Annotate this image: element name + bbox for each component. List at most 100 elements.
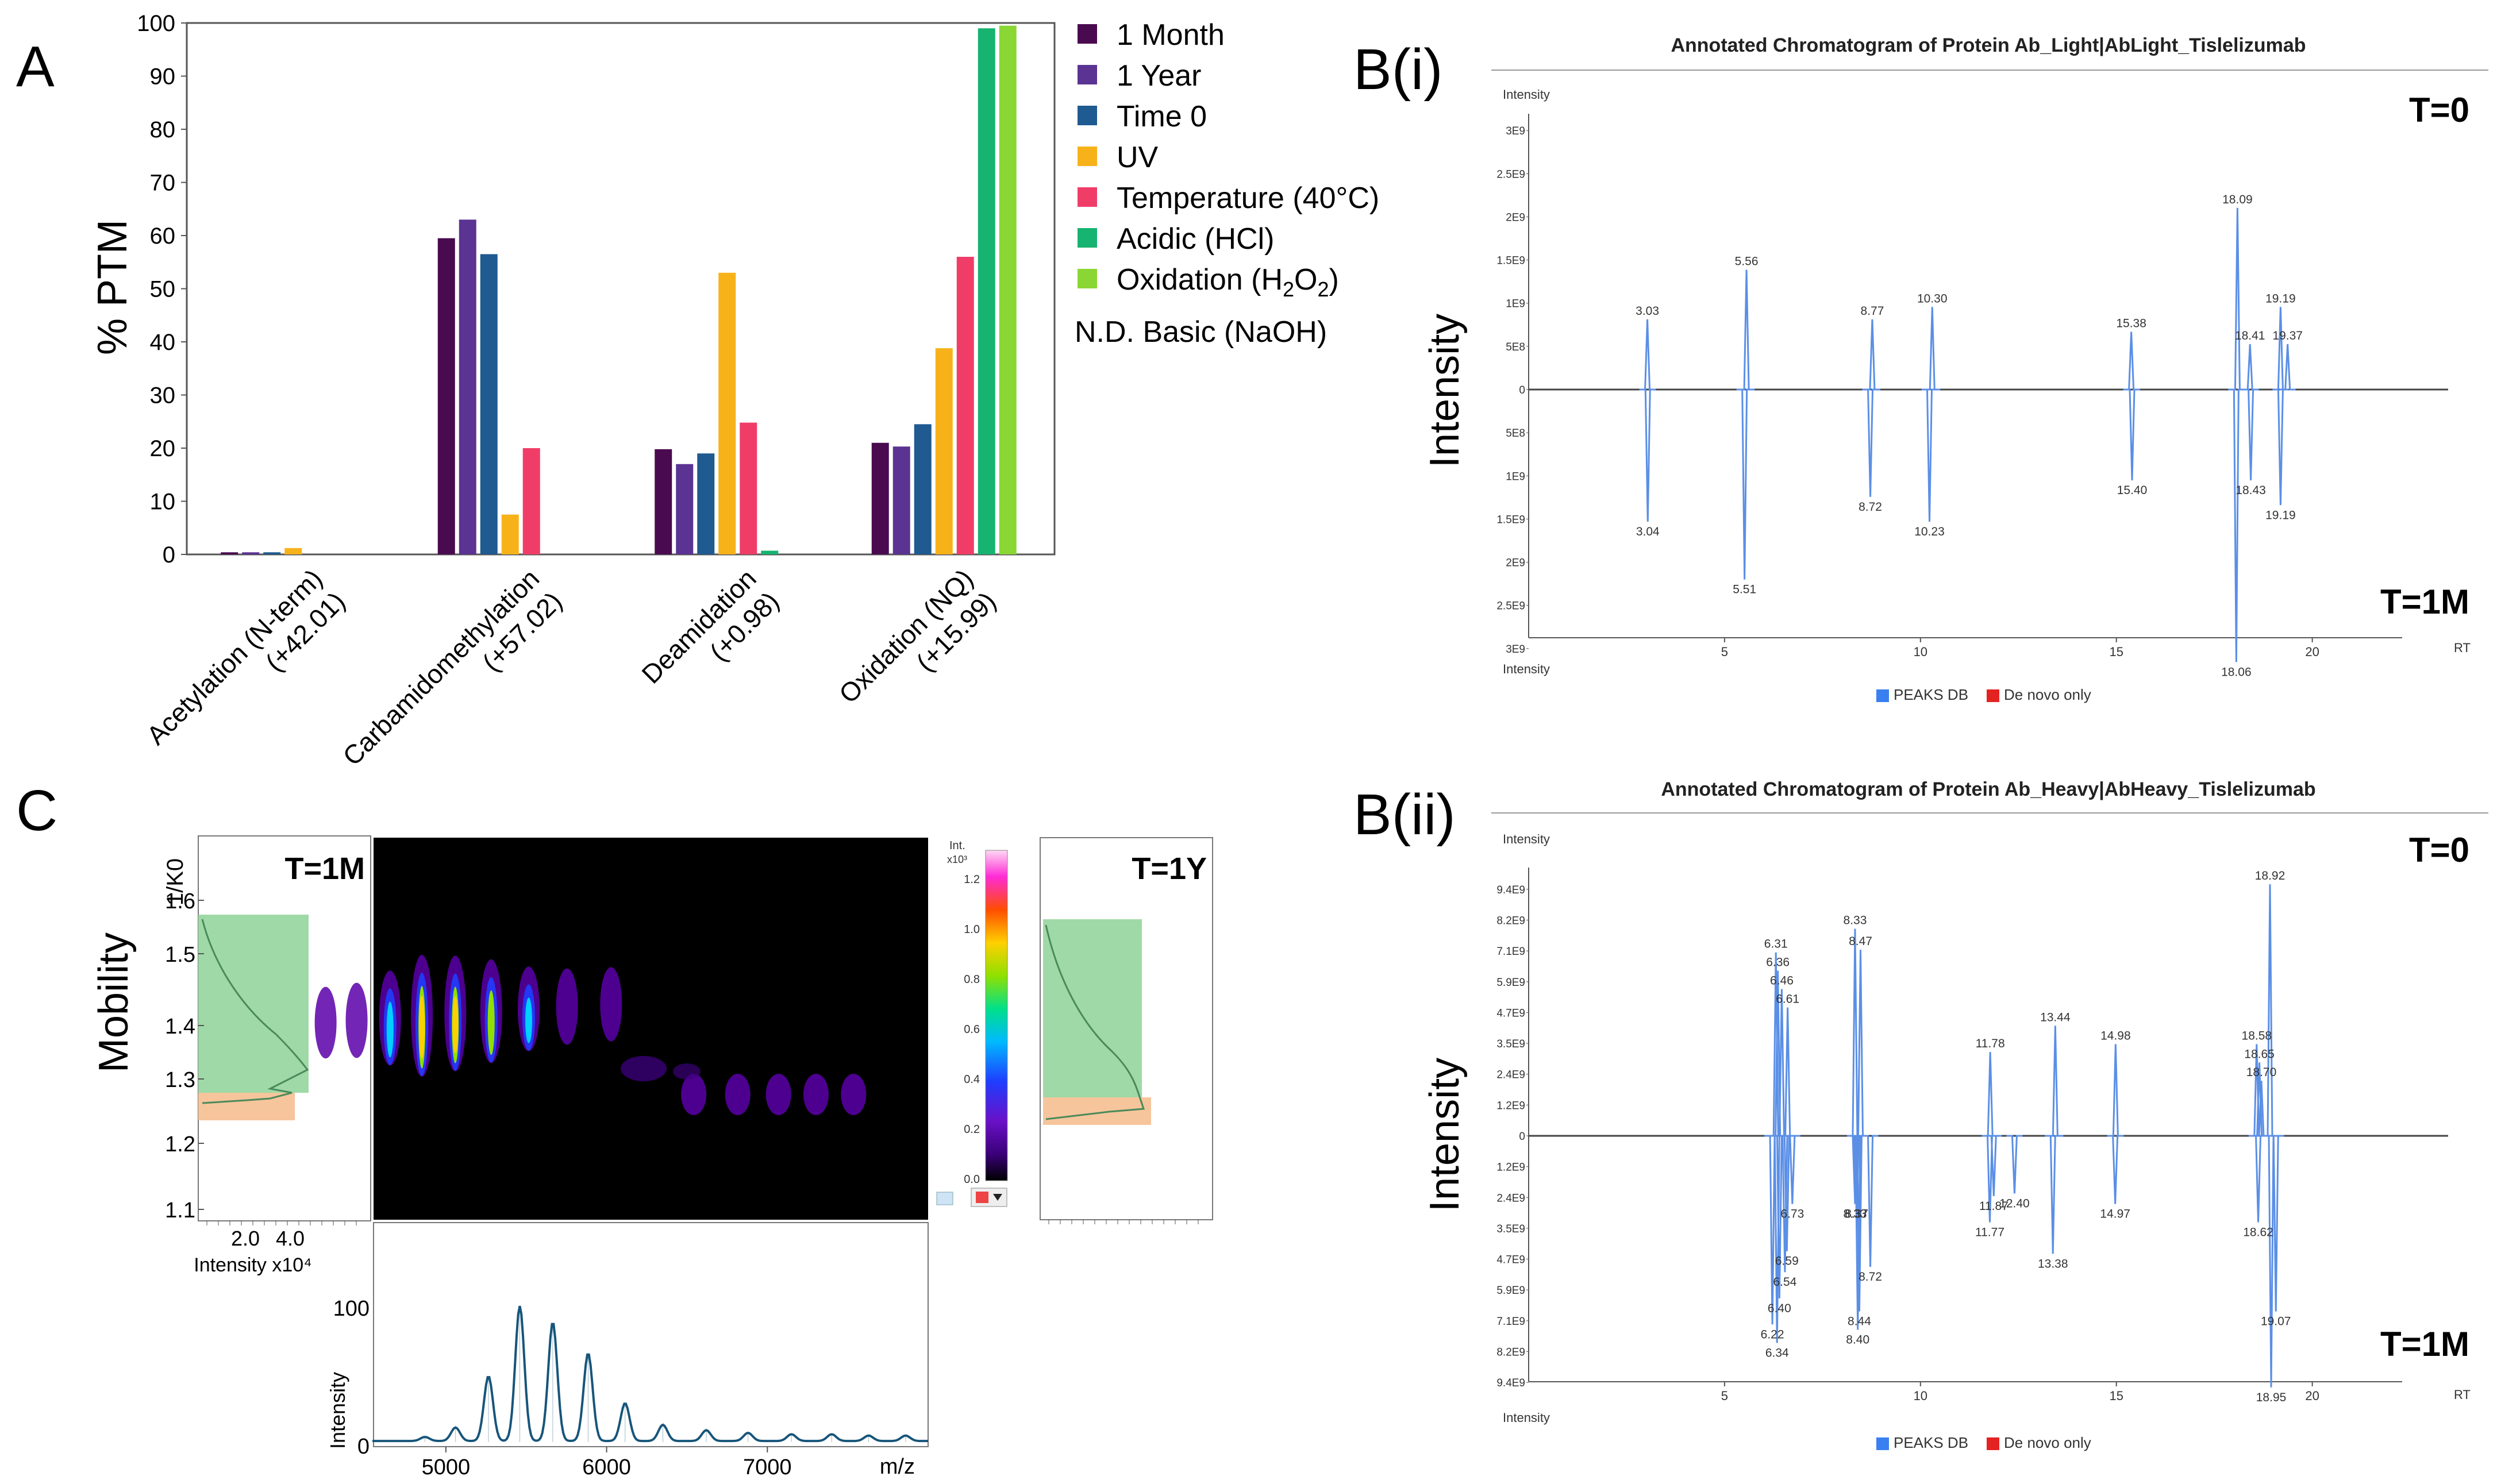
y-tick-label: 5.9E9 [1496,977,1525,989]
y-tick-label: 3.5E9 [1496,1038,1525,1050]
y-tick-label: 70 [150,171,176,196]
legend-note: N.D. Basic (NaOH) [1075,315,1327,349]
heat-blob-peak [419,996,425,1059]
t1m-peak [2250,1135,2267,1223]
y-tick-label: 60 [150,223,176,249]
t0-peak-label: 19.37 [2272,329,2303,342]
y-tick-label: 5E8 [1506,341,1525,353]
y-tick-label: 4.7E9 [1496,1254,1525,1266]
colorbar [985,850,1008,1181]
t1m-peak-label: 18.95 [2256,1391,2287,1404]
bar-time-0-0 [263,552,281,554]
y-tick-label: 8.2E9 [1496,915,1525,927]
y-tick-label: 20 [150,436,176,461]
t1m-peak-label: 8.40 [1846,1333,1869,1347]
heat-blob-core [525,997,532,1043]
y-axis-label: Intensity [1422,1058,1468,1212]
colorbar-tick: 0.8 [964,973,980,986]
t1m-peak-label: 18.62 [2243,1226,2273,1239]
heat-blob-outer [725,1074,751,1115]
t1m-peak [2006,1135,2023,1194]
t0-peak [2242,344,2258,391]
colorbar-tick: 1.0 [964,923,980,936]
colorbar-label: Int. [949,839,965,852]
t1m-peak-label: 6.34 [1765,1346,1789,1359]
spectrum-y-tick-100: 100 [333,1297,370,1321]
bar-time-0-2 [697,453,715,554]
mobility-tick: 1.5 [165,943,195,967]
heat-blob-outer [345,982,368,1058]
x-axis-label: RT [2454,641,2471,655]
y-tick-label: 100 [137,11,175,36]
bar-oxidation-h2o2--3 [999,25,1017,554]
y-tick-label: 1.2E9 [1496,1162,1525,1174]
spectrum-y-label: Intensity [326,1372,349,1449]
spectrum-x-tick: 7000 [743,1455,792,1479]
legend-label: Temperature (40°C) [1117,182,1379,215]
y-tick-label: 3E9 [1506,643,1525,656]
bar-time-0-1 [480,254,498,554]
bar-acidic-hcl--3 [978,28,995,554]
legend-swatch [1078,228,1097,248]
legend-swatch [1876,689,1889,702]
intensity-tick-1: 2.0 [231,1227,260,1250]
t0-peak-label: 8.47 [1849,935,1872,948]
chromatogram-title: Annotated Chromatogram of Protein Ab_Lig… [1671,34,2306,56]
bar-uv-0 [284,548,302,554]
x-tick-label: 10 [1914,1389,1927,1403]
spectrum-x-tick: 5000 [422,1455,471,1479]
t1m-peak [1862,388,1879,497]
colorbar-tick: 0.0 [964,1173,980,1186]
chevron-down-icon [993,1194,1002,1201]
panel-a-bar-chart: % PTM 0 10 20 30 40 50 60 70 80 90 100 Acetylation… [90,11,1379,772]
panel-bii-chromatogram: Annotated Chromatogram of Protein Ab_Hea… [1422,778,2488,1451]
t1m-label: T=1M [2380,1325,2469,1363]
t1m-peak [1862,1135,1879,1267]
t0-peak-label: 3.03 [1636,304,1659,318]
bar-uv-2 [718,272,736,554]
t0-peak-label: 6.31 [1764,938,1788,951]
t1m-peak [1849,1135,1866,1330]
t0-peak-label: 11.78 [1976,1037,2005,1050]
t0-peak [2262,884,2278,1137]
t1m-peak [1764,1135,1781,1325]
y-axis-label: Intensity [1422,314,1468,468]
t1m-peak-label: 6.22 [1761,1328,1784,1341]
t1m-peak [1769,1135,1786,1343]
t1m-peak-label: 19.19 [2265,508,2296,522]
legend-swatch [1078,65,1097,84]
t0-peak [2107,1044,2124,1137]
bar-temperature-40-c--3 [956,257,974,554]
colormap-swatch [976,1192,988,1203]
colorbar-tick: 0.4 [964,1073,980,1086]
x-tick-label: 20 [2305,645,2319,659]
t1m-peak-label: 6.59 [1775,1255,1799,1268]
y-tick-label: 2.5E9 [1496,600,1525,612]
t0-peak [2229,207,2246,391]
t1m-peak [2228,388,2245,662]
t0-peak-label: 18.58 [2242,1029,2272,1042]
y-tick-label: 80 [150,117,176,142]
y-tick-label: 2E9 [1506,211,1525,223]
green-region [198,915,309,1093]
t0-peak-label: 8.77 [1861,304,1884,318]
y-tick-label: 50 [150,277,176,302]
t1m-peak [1986,1135,2002,1196]
panel-label-bii: B(ii) [1353,783,1456,847]
legend-swatch [1987,1437,1999,1450]
colorbar-scale-button[interactable] [936,1192,953,1205]
t0-peak-label: 6.36 [1766,956,1790,969]
heatmap-canvas [374,838,928,1220]
y-axis-label: % PTM [90,219,136,355]
t1y-label: T=1Y [1132,851,1207,886]
x-tick-label: 15 [2109,1389,2123,1403]
t1m-peak [2045,1135,2061,1254]
t0-peak [2123,332,2140,391]
heat-blob-outer [803,1074,829,1115]
y-tick-label: 0 [1519,1131,1525,1143]
intensity-axis-label: Intensity x10⁴ [194,1254,312,1276]
spectrum-x-label: m/z [880,1455,915,1479]
colorbar-tick: 0.2 [964,1123,980,1136]
t1m-peak [2242,388,2259,481]
bar-temperature-40-c--1 [522,448,540,554]
